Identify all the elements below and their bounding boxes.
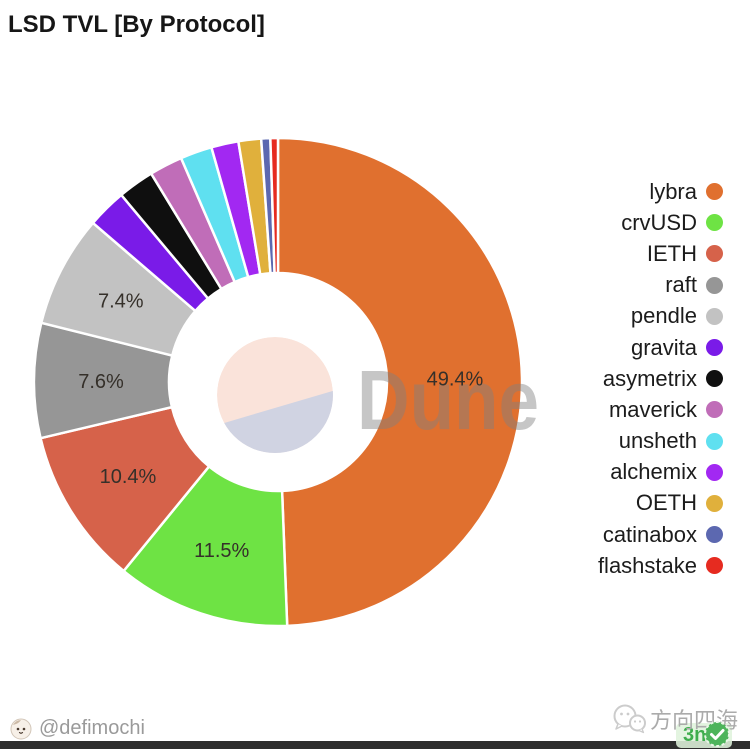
slice-percent-label-IETH: 10.4% bbox=[100, 466, 157, 488]
legend-dot bbox=[706, 494, 723, 512]
legend-dot bbox=[706, 183, 723, 201]
legend-dot bbox=[706, 214, 723, 232]
slice-percent-label-raft: 7.6% bbox=[78, 371, 124, 393]
legend-dot bbox=[706, 307, 723, 325]
author-handle: @defimochi bbox=[39, 717, 145, 739]
verified-seal-icon bbox=[704, 721, 730, 747]
legend-item-alchemix[interactable]: alchemix bbox=[598, 457, 723, 488]
legend-item-gravita[interactable]: gravita bbox=[598, 332, 723, 363]
legend-dot bbox=[706, 526, 723, 544]
badge-text: 3n bbox=[683, 724, 707, 746]
legend-label: OETH bbox=[635, 490, 697, 516]
legend-label: maverick bbox=[608, 396, 697, 422]
pie-slice-flashstake[interactable] bbox=[269, 136, 280, 275]
legend-item-catinabox[interactable]: catinabox bbox=[598, 519, 723, 550]
legend-label: IETH bbox=[646, 240, 697, 266]
defimochi-avatar-icon bbox=[10, 718, 32, 739]
legend-item-asymetrix[interactable]: asymetrix bbox=[598, 363, 723, 394]
dune-watermark: Dune bbox=[217, 337, 539, 453]
slice-percent-label-lybra: 49.4% bbox=[427, 369, 484, 391]
legend-dot bbox=[706, 276, 723, 294]
legend-label: raft bbox=[665, 272, 697, 298]
legend-item-crvUSD[interactable]: crvUSD bbox=[598, 207, 723, 238]
legend-dot bbox=[706, 245, 723, 263]
legend-item-maverick[interactable]: maverick bbox=[598, 394, 723, 425]
legend-label: unsheth bbox=[618, 428, 697, 454]
author-credit: @defimochi bbox=[10, 717, 145, 740]
pie-slices-layer bbox=[32, 136, 524, 628]
chart-legend: lybra crvUSD IETH raft pendle gravita asymetri… bbox=[598, 176, 723, 581]
slice-percent-label-pendle: 7.4% bbox=[98, 291, 144, 313]
percent-labels-layer: 49.4% 11.5% 10.4% 7.6% 7.4% bbox=[78, 291, 483, 562]
legend-dot bbox=[706, 557, 723, 575]
legend-item-IETH[interactable]: IETH bbox=[598, 238, 723, 269]
legend-label: flashstake bbox=[597, 552, 697, 578]
pie-slice-lybra[interactable] bbox=[276, 136, 524, 628]
legend-item-flashstake[interactable]: flashstake bbox=[598, 550, 723, 581]
legend-item-unsheth[interactable]: unsheth bbox=[598, 426, 723, 457]
legend-dot bbox=[706, 370, 723, 388]
legend-label: pendle bbox=[630, 303, 697, 329]
page-title: LSD TVL [By Protocol] bbox=[8, 11, 265, 38]
legend-item-raft[interactable]: raft bbox=[598, 270, 723, 301]
legend-item-lybra[interactable]: lybra bbox=[598, 176, 723, 207]
bottom-bar bbox=[0, 741, 750, 749]
legend-label: catinabox bbox=[602, 521, 697, 547]
legend-label: asymetrix bbox=[602, 365, 697, 391]
dune-text-watermark: Dune bbox=[357, 353, 539, 447]
legend-label: gravita bbox=[630, 334, 697, 360]
legend-item-pendle[interactable]: pendle bbox=[598, 301, 723, 332]
legend-item-OETH[interactable]: OETH bbox=[598, 488, 723, 519]
wechat-icon bbox=[613, 704, 646, 734]
legend-label: crvUSD bbox=[621, 209, 697, 235]
legend-label: alchemix bbox=[610, 459, 697, 485]
slice-percent-label-crvUSD: 11.5% bbox=[194, 540, 249, 562]
legend-dot bbox=[706, 339, 723, 357]
legend-dot bbox=[706, 432, 723, 450]
legend-dot bbox=[706, 401, 723, 419]
legend-dot bbox=[706, 463, 723, 481]
legend-label: lybra bbox=[649, 178, 697, 204]
